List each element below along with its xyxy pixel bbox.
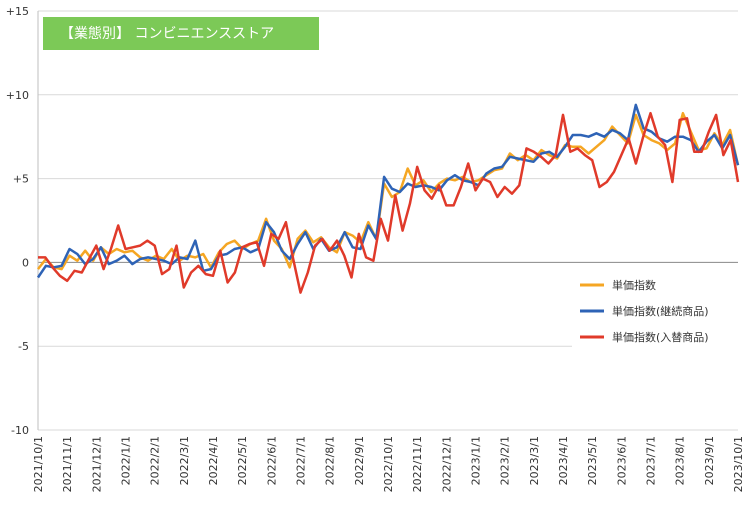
- legend-label-2: 単価指数(入替商品): [612, 330, 709, 344]
- legend-label-1: 単価指数(継続商品): [612, 304, 709, 318]
- x-tick-label: 2022/10/1: [382, 436, 395, 492]
- chart-title: 【業態別】 コンビニエンスストア: [43, 17, 319, 50]
- series-line-0: [37, 111, 740, 271]
- legend: 単価指数 単価指数(継続商品) 単価指数(入替商品): [572, 268, 740, 348]
- x-tick-label: 2023/4/1: [557, 436, 570, 485]
- y-tick-label: -10: [11, 424, 29, 437]
- x-axis-ticks: 2021/10/1 2021/11/1 2021/12/1 2022/1/1 2022/…: [32, 436, 742, 492]
- x-tick-label: 2022/2/1: [149, 436, 162, 485]
- x-tick-label: 2023/6/1: [615, 436, 628, 485]
- x-tick-label: 2023/8/1: [674, 436, 687, 485]
- series-line-1: [36, 103, 740, 279]
- y-tick-label: 0: [22, 256, 29, 269]
- legend-box: [572, 268, 740, 348]
- y-tick-label: +10: [6, 89, 29, 102]
- title-background: [43, 17, 319, 50]
- y-tick-label: +5: [13, 173, 29, 186]
- gridlines: [37, 10, 738, 431]
- x-tick-label: 2022/6/1: [265, 436, 278, 485]
- x-tick-label: 2023/5/1: [586, 436, 599, 485]
- x-tick-label: 2023/7/1: [645, 436, 658, 485]
- x-tick-label: 2022/5/1: [236, 436, 249, 485]
- x-tick-label: 2022/1/1: [120, 436, 133, 485]
- x-tick-label: 2022/4/1: [207, 436, 220, 485]
- x-tick-label: 2021/12/1: [90, 436, 103, 492]
- x-tick-label: 2022/11/1: [411, 436, 424, 492]
- x-tick-label: 2022/8/1: [324, 436, 337, 485]
- series-lines: [36, 103, 740, 294]
- x-tick-label: 2022/7/1: [295, 436, 308, 485]
- x-tick-label: 2022/12/1: [440, 436, 453, 492]
- x-tick-label: 2023/10/1: [732, 436, 742, 492]
- x-tick-label: 2021/10/1: [32, 436, 45, 492]
- x-tick-label: 2023/1/1: [470, 436, 483, 485]
- x-tick-label: 2023/3/1: [528, 436, 541, 485]
- x-tick-label: 2023/9/1: [703, 436, 716, 485]
- y-tick-label: +15: [6, 5, 29, 18]
- series-line-2: [38, 111, 740, 294]
- x-tick-label: 2022/3/1: [178, 436, 191, 485]
- y-tick-label: -5: [18, 340, 29, 353]
- chart-title-text: 【業態別】 コンビニエンスストア: [60, 26, 274, 42]
- legend-label-0: 単価指数: [612, 278, 656, 292]
- y-axis-ticks: -10 -5 0 +5 +10 +15: [6, 5, 29, 437]
- x-tick-label: 2022/9/1: [353, 436, 366, 485]
- x-tick-label: 2023/2/1: [499, 436, 512, 485]
- x-tick-label: 2021/11/1: [61, 436, 74, 492]
